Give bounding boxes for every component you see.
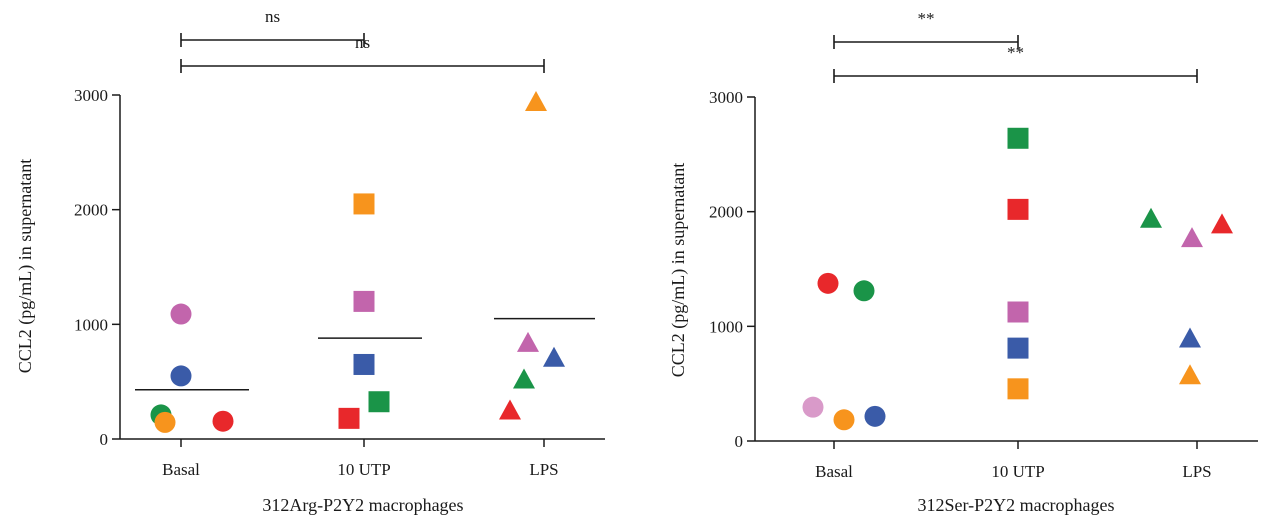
data-point-square — [1007, 301, 1029, 323]
data-point-square — [353, 353, 375, 375]
x-tick-label: Basal — [162, 460, 200, 479]
significance-bracket — [180, 59, 545, 73]
data-point-circle — [833, 409, 855, 431]
significance-label: ** — [918, 9, 935, 28]
data-point-triangle — [499, 399, 521, 420]
data-point-triangle — [543, 346, 565, 367]
panel2-y-axis-title: CCL2 (pg/mL) in supernatant — [668, 163, 689, 377]
y-tick-label: 0 — [735, 432, 744, 451]
data-point-circle — [154, 411, 176, 433]
panel-1-marks: 0 1000 2000 3000 Basal 10 UTP LPS ns ns — [74, 7, 605, 479]
significance-bracket — [180, 33, 365, 47]
data-point-triangle — [1140, 207, 1162, 228]
panel-312ser: 312Ser-P2Y2 macrophages CCL2 (pg/mL) in … — [668, 163, 1115, 515]
data-point-circle — [853, 280, 875, 302]
data-point-square — [353, 193, 375, 215]
data-point-circle — [864, 405, 886, 427]
panel1-y-axis-title: CCL2 (pg/mL) in supernatant — [15, 159, 36, 373]
y-tick-label: 0 — [100, 430, 109, 449]
data-point-circle — [170, 303, 192, 325]
panel2-x-axis-title: 312Ser-P2Y2 macrophages — [917, 495, 1114, 515]
data-point-triangle — [1179, 364, 1201, 385]
data-point-circle — [817, 272, 839, 294]
data-point-triangle — [513, 368, 535, 389]
data-point-circle — [802, 396, 824, 418]
panel1-x-axis-title: 312Arg-P2Y2 macrophages — [262, 495, 463, 515]
y-tick-label: 3000 — [709, 88, 743, 107]
data-point-square — [338, 407, 360, 429]
x-tick-label: LPS — [529, 460, 558, 479]
data-point-square — [353, 290, 375, 312]
panel-2-marks: 0 1000 2000 3000 Basal 10 UTP LPS ** ** — [709, 9, 1258, 481]
x-tick-label: Basal — [815, 462, 853, 481]
y-tick-label: 2000 — [74, 201, 108, 220]
data-point-square — [1007, 378, 1029, 400]
data-point-triangle — [1179, 327, 1201, 348]
significance-label: ns — [355, 33, 370, 52]
data-point-square — [1007, 198, 1029, 220]
x-tick-label: 10 UTP — [991, 462, 1044, 481]
y-tick-label: 1000 — [709, 317, 743, 336]
data-point-triangle — [1211, 213, 1233, 234]
data-point-circle — [170, 365, 192, 387]
data-point-triangle — [525, 91, 547, 112]
data-point-triangle — [517, 331, 539, 352]
data-point-square — [1007, 337, 1029, 359]
significance-label: ** — [1007, 43, 1024, 62]
data-point-square — [368, 391, 390, 413]
significance-bracket — [833, 35, 1019, 49]
x-tick-label: LPS — [1182, 462, 1211, 481]
data-point-circle — [212, 410, 234, 432]
y-tick-label: 1000 — [74, 315, 108, 334]
y-tick-label: 2000 — [709, 203, 743, 222]
data-point-triangle — [1181, 227, 1203, 248]
x-tick-label: 10 UTP — [337, 460, 390, 479]
data-point-square — [1007, 127, 1029, 149]
significance-bracket — [833, 69, 1198, 83]
y-tick-label: 3000 — [74, 86, 108, 105]
significance-label: ns — [265, 7, 280, 26]
panel-312arg: 312Arg-P2Y2 macrophages CCL2 (pg/mL) in … — [15, 159, 464, 515]
